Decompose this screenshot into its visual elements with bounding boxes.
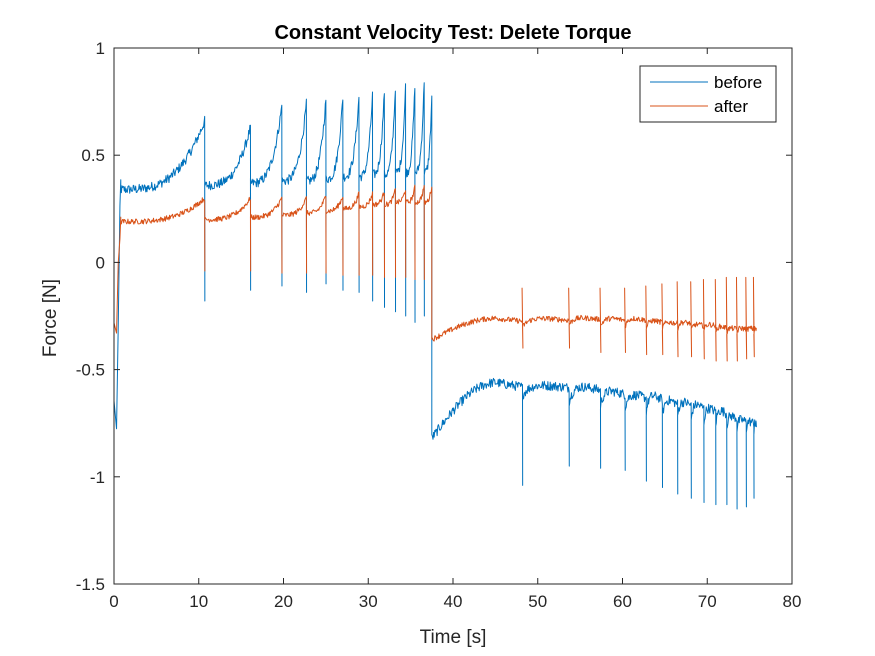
- y-tick-label: 1: [96, 39, 105, 58]
- x-tick-label: 40: [444, 592, 463, 611]
- x-tick-label: 80: [783, 592, 802, 611]
- legend-box: [639, 65, 777, 123]
- y-tick-label: 0: [96, 253, 105, 272]
- chart-title: Constant Velocity Test: Delete Torque: [274, 22, 631, 44]
- x-tick-label: 20: [274, 592, 293, 611]
- x-tick-label: 50: [528, 592, 547, 611]
- series-layer: [113, 82, 757, 510]
- y-tick-label: -0.5: [76, 361, 105, 380]
- legend: before after: [639, 65, 777, 123]
- plot-area: [114, 48, 792, 584]
- y-tick-label: -1.5: [76, 575, 105, 594]
- x-tick-label: 10: [189, 592, 208, 611]
- y-axis-label: Force [N]: [40, 279, 61, 357]
- x-tick-label: 60: [613, 592, 632, 611]
- y-tick-label: 0.5: [81, 146, 105, 165]
- y-tick-label: -1: [90, 468, 105, 487]
- plot-background: [114, 48, 792, 584]
- x-tick-label: 70: [698, 592, 717, 611]
- legend-label-after: after: [714, 97, 748, 116]
- x-tick-label: 0: [109, 592, 118, 611]
- legend-label-before: before: [714, 73, 762, 92]
- series-line-before: [113, 82, 757, 510]
- series-line-after: [113, 184, 757, 362]
- x-tick-label: 30: [359, 592, 378, 611]
- axes: 0 10 20 30 40 50 60 70 80 -1.5 -1 -0.5 0 0.5 1: [76, 39, 802, 611]
- x-axis-label: Time [s]: [420, 627, 487, 648]
